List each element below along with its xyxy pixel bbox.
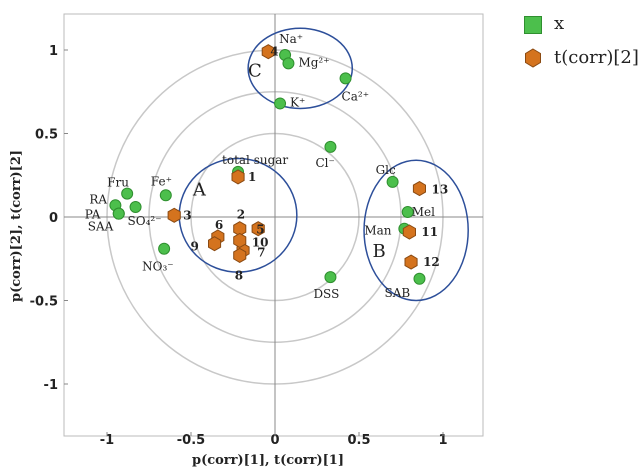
variable-label: Fe⁺: [151, 174, 172, 188]
variable-label: NO₃⁻: [142, 260, 173, 274]
y-tick-label: 0.5: [35, 128, 58, 143]
legend-label: x: [554, 13, 565, 34]
sample-label: 10: [252, 235, 269, 249]
legend-square-marker: [524, 16, 542, 34]
variable-label: Na⁺: [279, 32, 303, 46]
variable-label: Glc: [376, 163, 396, 177]
legend: x t(corr)[2]: [524, 10, 638, 78]
point-labels: Na⁺ Mg²⁺ Ca²⁺ K⁺ Cl⁻ total sugar Fru Fe⁺ RA SO₄²⁻…: [85, 32, 448, 301]
variable-label: Mg²⁺: [298, 55, 329, 69]
group-ellipse: [247, 27, 354, 110]
variable-label: Mel: [412, 205, 435, 219]
y-tick-label: 0: [49, 211, 58, 226]
sample-label: 2: [237, 208, 245, 222]
sample-point: [402, 224, 416, 240]
sample-point: [404, 254, 418, 270]
sample-label: 6: [215, 218, 223, 232]
sample-point: [412, 181, 426, 197]
variable-label: Cl⁻: [315, 156, 334, 170]
data-points: [109, 44, 426, 285]
sample-label: 13: [431, 183, 448, 197]
variable-point: [413, 272, 426, 285]
sample-label: 11: [421, 225, 438, 239]
variable-point: [121, 187, 134, 200]
sample-point: [208, 236, 222, 252]
tick-labels: -1 -0.5 0 0.5 110.50-0.5-1: [30, 44, 448, 448]
variable-point: [158, 242, 171, 255]
variable-label: K⁺: [290, 95, 305, 109]
group-label: C: [248, 61, 262, 82]
variable-label: Ca²⁺: [342, 89, 369, 103]
variable-label: total sugar: [222, 153, 288, 167]
sample-label: 3: [183, 208, 191, 222]
y-tick-label: -1: [44, 378, 58, 393]
sample-point: [251, 221, 265, 237]
sample-label: 9: [191, 240, 199, 254]
variable-label: RA: [89, 192, 107, 206]
x-tick-label: 0.5: [347, 433, 370, 448]
variable-label: Man: [364, 224, 391, 238]
group-ellipses: A B C: [178, 27, 469, 302]
legend-item-x: x: [524, 10, 636, 44]
group-label: A: [192, 179, 207, 200]
sample-point: [231, 169, 245, 185]
variable-point: [339, 72, 352, 85]
variable-point: [112, 207, 125, 220]
sample-point: [233, 232, 247, 248]
sample-label: 1: [248, 170, 256, 184]
variable-label: Fru: [107, 176, 129, 190]
variable-point: [159, 189, 172, 202]
variable-label: PA: [85, 208, 101, 222]
sample-point: [167, 207, 181, 223]
y-tick-label: 1: [49, 44, 58, 59]
sample-label: 7: [257, 245, 265, 259]
sample-label: 4: [270, 45, 278, 59]
sample-label: 5: [256, 223, 264, 237]
variable-label: SAB: [384, 286, 410, 300]
legend-label: t(corr)[2]: [554, 47, 638, 68]
variable-point: [274, 97, 287, 110]
sample-label: 8: [235, 268, 243, 282]
x-tick-label: -0.5: [177, 433, 205, 448]
variable-point: [129, 200, 142, 213]
x-tick-label: 0: [270, 433, 279, 448]
group-label: B: [373, 241, 386, 262]
legend-hexagon-marker: [525, 48, 541, 68]
y-axis-label: p(corr)[2], t(corr)[2]: [9, 150, 24, 302]
y-tick-label: -0.5: [30, 295, 58, 310]
variable-point: [324, 140, 337, 153]
variable-point: [324, 271, 337, 284]
axes: [64, 14, 483, 436]
variable-point: [401, 205, 414, 218]
variable-point: [386, 175, 399, 188]
group-ellipse: [363, 159, 469, 302]
legend-item-tcorr2: t(corr)[2]: [524, 44, 638, 78]
variable-label: SAA: [88, 220, 114, 234]
x-tick-label: -1: [100, 433, 114, 448]
sample-point: [233, 247, 247, 263]
variable-label: SO₄²⁻: [128, 214, 162, 228]
variable-label: DSS: [313, 287, 339, 301]
plot-area: [63, 13, 484, 437]
x-axis-label: p(corr)[1], t(corr)[1]: [192, 453, 344, 468]
sample-label: 12: [423, 255, 440, 269]
x-tick-label: 1: [438, 433, 447, 448]
variable-point: [282, 57, 295, 70]
sample-point: [261, 44, 275, 60]
